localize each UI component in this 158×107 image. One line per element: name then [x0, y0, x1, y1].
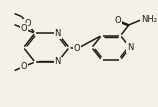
Text: O: O	[114, 16, 121, 25]
Text: N: N	[55, 57, 61, 66]
Text: N: N	[127, 43, 133, 52]
Text: N: N	[55, 29, 61, 38]
Text: O: O	[24, 19, 31, 28]
Text: O: O	[21, 24, 27, 33]
Text: O: O	[21, 62, 27, 71]
Text: NH₂: NH₂	[141, 15, 157, 24]
Text: O: O	[74, 44, 80, 53]
